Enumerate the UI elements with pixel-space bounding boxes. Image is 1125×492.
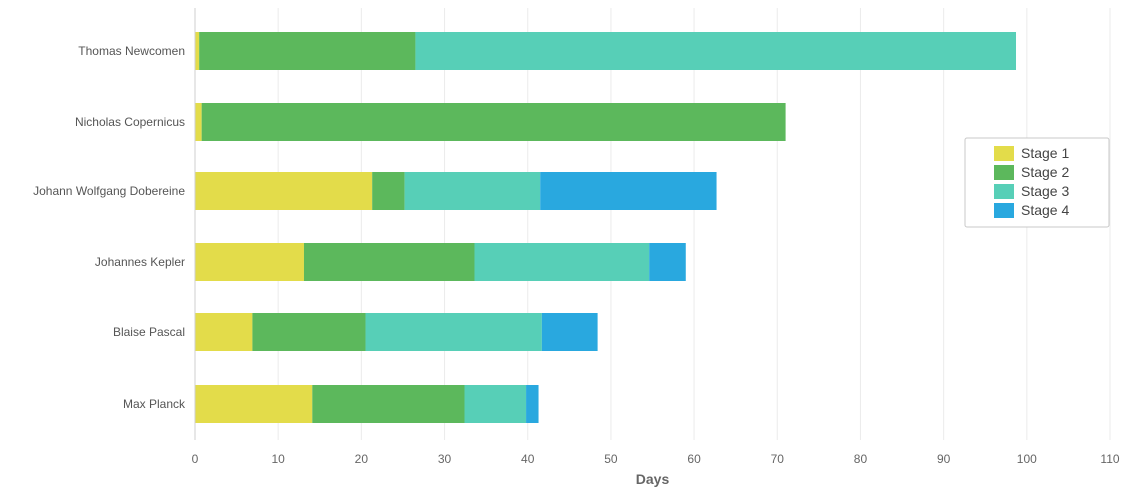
- legend-swatch: [994, 146, 1014, 161]
- bar-segment: [415, 32, 1017, 70]
- x-axis-title: Days: [636, 471, 670, 487]
- category-label: Johannes Kepler: [95, 255, 185, 269]
- bar-segment: [195, 103, 202, 141]
- x-tick-label: 20: [355, 452, 369, 466]
- bar-segment: [526, 385, 539, 423]
- bar-segment: [195, 32, 200, 70]
- x-tick-label: 70: [771, 452, 785, 466]
- legend-label: Stage 2: [1021, 164, 1069, 180]
- legend: Stage 1 Stage 2 Stage 3 Stage 4: [964, 137, 1110, 228]
- x-tick-label: 30: [438, 452, 452, 466]
- bar-segment: [365, 313, 542, 351]
- x-tick-label: 40: [521, 452, 535, 466]
- bar-segment: [201, 103, 786, 141]
- category-labels: Thomas Newcomen Nicholas Copernicus Johann…: [33, 44, 186, 411]
- bar-segment: [199, 32, 416, 70]
- bar-segment: [195, 385, 313, 423]
- category-label: Thomas Newcomen: [78, 44, 185, 58]
- bar-segment: [195, 243, 304, 281]
- category-label: Johann Wolfgang Dobereine: [33, 184, 185, 198]
- x-tick-label: 50: [604, 452, 618, 466]
- x-tick-label: 90: [937, 452, 951, 466]
- bar-segment: [540, 172, 717, 210]
- bar-segment: [195, 313, 253, 351]
- bar-segment: [464, 385, 527, 423]
- bar-segment: [312, 385, 465, 423]
- legend-items: Stage 1 Stage 2 Stage 3 Stage 4: [994, 145, 1069, 218]
- x-tick-label: 60: [687, 452, 701, 466]
- bar-segment: [404, 172, 541, 210]
- x-tick-label: 80: [854, 452, 868, 466]
- x-tick-label: 100: [1017, 452, 1037, 466]
- bar-segment: [252, 313, 366, 351]
- legend-swatch: [994, 184, 1014, 199]
- legend-label: Stage 1: [1021, 145, 1069, 161]
- legend-swatch: [994, 203, 1014, 218]
- bar-segment: [474, 243, 650, 281]
- category-label: Max Planck: [123, 397, 186, 411]
- bars: [195, 32, 1017, 423]
- bar-segment: [303, 243, 475, 281]
- category-label: Nicholas Copernicus: [75, 115, 185, 129]
- x-tick-label: 0: [192, 452, 199, 466]
- bar-segment: [195, 172, 373, 210]
- legend-swatch: [994, 165, 1014, 180]
- legend-label: Stage 3: [1021, 183, 1069, 199]
- category-label: Blaise Pascal: [113, 325, 185, 339]
- bar-segment: [372, 172, 405, 210]
- bar-segment: [649, 243, 686, 281]
- legend-label: Stage 4: [1021, 202, 1069, 218]
- x-tick-label: 10: [272, 452, 286, 466]
- gridlines: [277, 8, 1111, 440]
- bar-segment: [541, 313, 598, 351]
- x-tick-labels: 0 10 20 30 40 50 60 70 80 90 100 110: [192, 452, 1120, 466]
- x-tick-label: 110: [1100, 452, 1119, 466]
